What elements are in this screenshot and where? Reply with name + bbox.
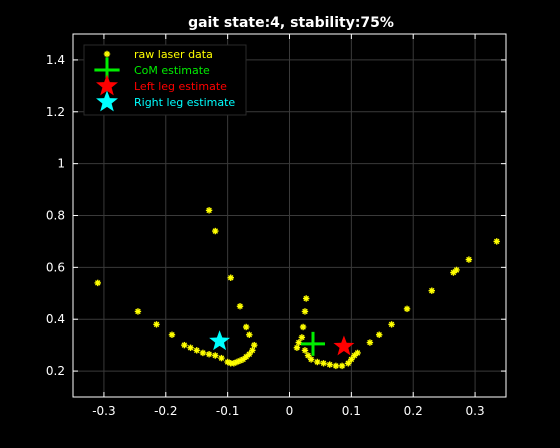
raw-laser-data-marker <box>95 280 101 286</box>
raw-laser-data-marker <box>404 306 410 312</box>
raw-laser-data-marker <box>327 361 333 367</box>
raw-laser-data-marker <box>494 238 500 244</box>
raw-laser-data-marker <box>453 267 459 273</box>
raw-laser-data-marker <box>243 324 249 330</box>
x-tick-label: 0.1 <box>342 404 361 418</box>
raw-laser-data-marker <box>314 359 320 365</box>
raw-laser-data-marker <box>169 332 175 338</box>
raw-laser-data-marker <box>339 363 345 369</box>
raw-laser-data-marker <box>187 345 193 351</box>
y-tick-label: 0.2 <box>46 364 65 378</box>
raw-laser-data-marker <box>153 321 159 327</box>
x-tick-label: -0.1 <box>216 404 239 418</box>
raw-laser-data-marker <box>320 360 326 366</box>
y-tick-label: 0.6 <box>46 260 65 274</box>
raw-laser-data-marker <box>308 356 314 362</box>
raw-laser-data-marker <box>303 295 309 301</box>
x-tick-label: 0.3 <box>466 404 485 418</box>
raw-laser-data-marker <box>206 351 212 357</box>
raw-laser-data-marker <box>212 228 218 234</box>
raw-laser-data-marker <box>194 347 200 353</box>
y-tick-label: 1.4 <box>46 53 65 67</box>
chart-title: gait state:4, stability:75% <box>188 15 394 31</box>
x-tick-label: -0.2 <box>154 404 177 418</box>
y-tick-label: 1 <box>57 157 65 171</box>
raw-laser-data-marker <box>135 308 141 314</box>
raw-laser-data-marker <box>181 342 187 348</box>
raw-laser-data-marker <box>246 332 252 338</box>
raw-laser-data-marker <box>388 321 394 327</box>
raw-laser-data-marker <box>333 363 339 369</box>
raw-laser-data-marker <box>251 342 257 348</box>
raw-laser-data-marker <box>300 324 306 330</box>
raw-laser-data-marker <box>200 350 206 356</box>
raw-laser-data-marker <box>376 332 382 338</box>
raw-laser-data-marker <box>429 287 435 293</box>
x-tick-label: 0 <box>286 404 294 418</box>
raw-laser-data-marker <box>218 355 224 361</box>
legend: raw laser data CoM estimate Left leg estim… <box>84 45 246 115</box>
raw-laser-data-marker <box>299 334 305 340</box>
raw-laser-data-marker <box>354 350 360 356</box>
raw-laser-data-marker <box>237 303 243 309</box>
raw-laser-data-marker <box>212 352 218 358</box>
raw-laser-data-marker <box>466 256 472 262</box>
legend-label: Left leg estimate <box>134 80 227 93</box>
raw-laser-data-marker <box>206 207 212 213</box>
raw-laser-data-marker <box>367 339 373 345</box>
y-tick-label: 0.4 <box>46 312 65 326</box>
x-tick-label: -0.3 <box>92 404 115 418</box>
legend-raw-laser-data-marker <box>104 51 110 57</box>
y-tick-label: 1.2 <box>46 105 65 119</box>
raw-laser-data-marker <box>302 347 308 353</box>
raw-laser-data-marker <box>228 275 234 281</box>
legend-label: CoM estimate <box>134 64 210 77</box>
legend-label: raw laser data <box>134 48 213 61</box>
raw-laser-data-marker <box>302 308 308 314</box>
legend-label: Right leg estimate <box>134 96 235 109</box>
y-tick-label: 0.8 <box>46 209 65 223</box>
x-tick-label: 0.2 <box>404 404 423 418</box>
